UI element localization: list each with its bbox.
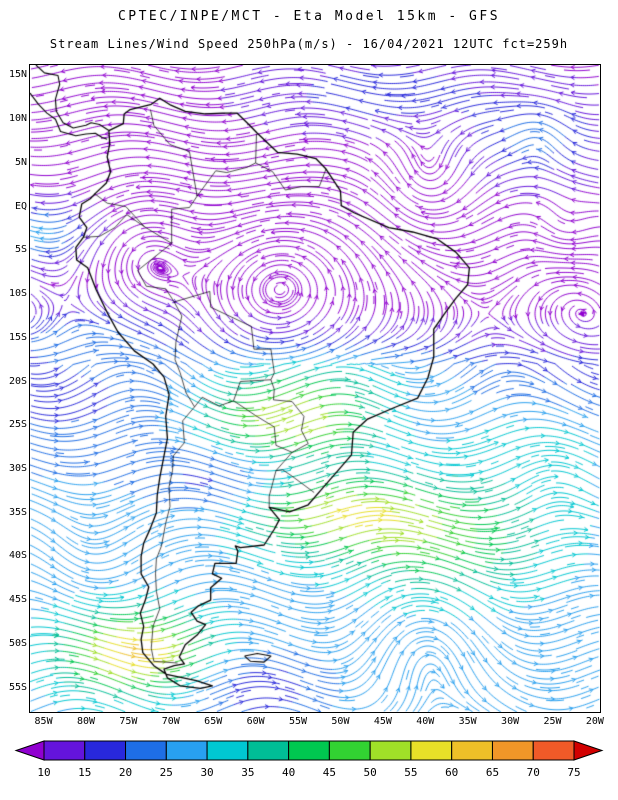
lon-tick-label: 20W bbox=[585, 716, 604, 727]
lat-tick-label: 45S bbox=[8, 594, 27, 606]
colorbar-segment bbox=[125, 740, 167, 761]
lat-tick-label: 10N bbox=[8, 113, 27, 125]
lat-tick-label: 15S bbox=[8, 331, 27, 343]
colorbar-tick-label: 10 bbox=[37, 766, 50, 779]
lat-tick-label: 20S bbox=[8, 375, 27, 387]
colorbar-segment bbox=[369, 740, 412, 761]
colorbar-tick-label: 40 bbox=[282, 766, 295, 779]
lon-tick-label: 75W bbox=[119, 716, 138, 727]
lon-tick-label: 50W bbox=[331, 716, 350, 727]
lat-tick-label: 10S bbox=[8, 288, 27, 300]
lat-tick-label: 25S bbox=[8, 419, 27, 431]
colorbar-right-arrow bbox=[573, 740, 604, 761]
lat-tick-label: EQ bbox=[14, 200, 27, 212]
colorbar-tick-label: 20 bbox=[119, 766, 132, 779]
colorbar-tick-label: 55 bbox=[404, 766, 417, 779]
map-frame bbox=[29, 64, 601, 713]
lon-tick-label: 30W bbox=[501, 716, 520, 727]
colorbar-tick-label: 45 bbox=[323, 766, 336, 779]
lon-tick-label: 40W bbox=[416, 716, 435, 727]
colorbar-tick-label: 50 bbox=[364, 766, 377, 779]
colorbar-segment bbox=[206, 740, 249, 761]
colorbar-tick-label: 60 bbox=[445, 766, 458, 779]
lat-tick-label: 15N bbox=[8, 69, 27, 81]
chart-title: CPTEC/INPE/MCT - Eta Model 15km - GFS bbox=[117, 9, 501, 24]
colorbar-tick-label: 35 bbox=[241, 766, 254, 779]
lon-tick-label: 25W bbox=[543, 716, 562, 727]
colorbar-left-arrow bbox=[14, 740, 45, 761]
colorbar-tick-label: 65 bbox=[486, 766, 499, 779]
lon-tick-label: 85W bbox=[34, 716, 53, 727]
streamline-map-canvas bbox=[30, 65, 600, 712]
colorbar-segment bbox=[328, 740, 371, 761]
lat-tick-label: 5S bbox=[14, 244, 27, 256]
lat-tick-label: 50S bbox=[8, 637, 27, 649]
colorbar-segment bbox=[491, 740, 534, 761]
lat-tick-label: 30S bbox=[8, 462, 27, 474]
lon-tick-label: 60W bbox=[246, 716, 265, 727]
colorbar-tick-label: 30 bbox=[200, 766, 213, 779]
colorbar-tick-label: 25 bbox=[160, 766, 173, 779]
lat-tick-label: 40S bbox=[8, 550, 27, 562]
colorbar-tick-label: 70 bbox=[527, 766, 540, 779]
colorbar-segment bbox=[84, 740, 127, 761]
colorbar-segment bbox=[410, 740, 453, 761]
lon-tick-label: 80W bbox=[76, 716, 95, 727]
lon-tick-label: 45W bbox=[373, 716, 392, 727]
colorbar-segment bbox=[451, 740, 493, 761]
lon-tick-label: 55W bbox=[289, 716, 308, 727]
lat-tick-label: 35S bbox=[8, 506, 27, 518]
colorbar-segment bbox=[165, 740, 208, 761]
colorbar-segment bbox=[532, 740, 575, 761]
lon-tick-label: 70W bbox=[161, 716, 180, 727]
lon-tick-label: 65W bbox=[204, 716, 223, 727]
colorbar-segment bbox=[43, 740, 86, 761]
lat-tick-label: 55S bbox=[8, 681, 27, 693]
colorbar-tick-label: 75 bbox=[567, 766, 580, 779]
lon-tick-label: 35W bbox=[458, 716, 477, 727]
lat-tick-label: 5N bbox=[14, 156, 27, 168]
colorbar-tick-label: 15 bbox=[78, 766, 91, 779]
chart-subtitle: Stream Lines/Wind Speed 250hPa(m/s) - 16… bbox=[49, 37, 569, 51]
wind-speed-colorbar: 10 15 20 25 30 35 40 45 50 55 60 65 70 75 bbox=[14, 740, 604, 779]
colorbar-segment bbox=[247, 740, 290, 761]
colorbar-segment bbox=[288, 740, 330, 761]
